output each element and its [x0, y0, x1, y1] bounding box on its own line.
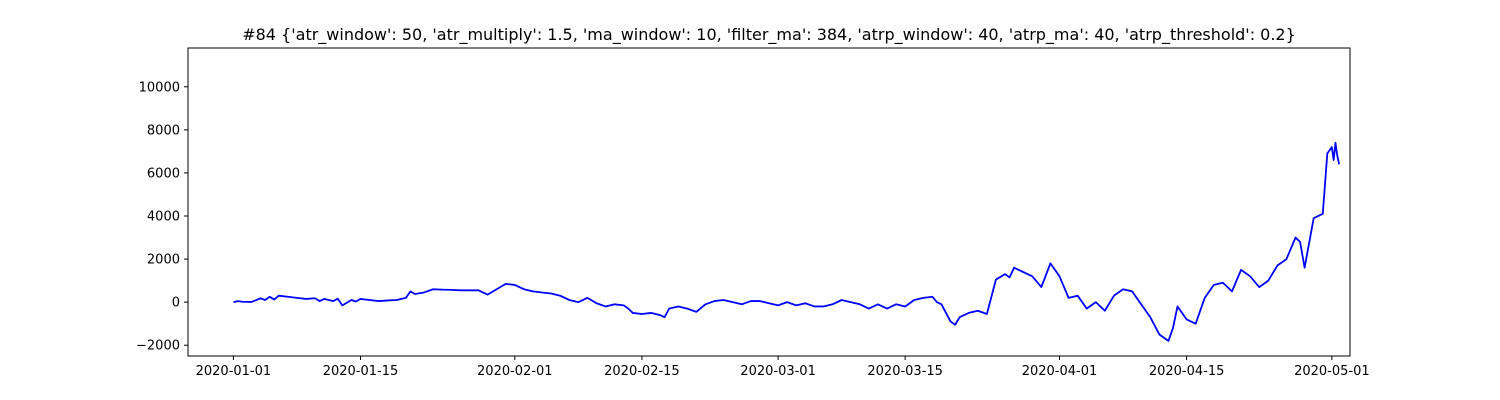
series-line: [233, 141, 1340, 342]
x-axis: 2020-01-01 2020-01-15 2020-02-01 2020-02-15…: [196, 356, 1370, 379]
x-tick-label: 2020-03-15: [867, 364, 943, 379]
x-tick-label: 2020-03-01: [740, 364, 816, 379]
x-tick-label: 2020-02-01: [477, 364, 553, 379]
x-tick-label: 2020-01-15: [323, 364, 399, 379]
y-tick-label: 8000: [147, 123, 180, 138]
y-tick-label: 4000: [147, 210, 180, 225]
y-tick-label: 2000: [147, 253, 180, 268]
x-tick-label: 2020-02-15: [604, 364, 680, 379]
axes-frame: [187, 47, 1351, 357]
y-axis: −2000 0 2000 4000 6000 8000 10000: [136, 80, 188, 354]
x-tick-label: 2020-01-01: [196, 364, 272, 379]
y-tick-label: 6000: [147, 166, 180, 181]
chart-title: #84 {'atr_window': 50, 'atr_multiply': 1…: [242, 25, 1296, 45]
plot-area: [233, 141, 1340, 342]
x-tick-label: 2020-04-01: [1022, 364, 1098, 379]
y-tick-label: 10000: [139, 80, 180, 95]
y-tick-label: −2000: [136, 339, 180, 354]
x-tick-label: 2020-05-01: [1294, 364, 1370, 379]
y-tick-label: 0: [172, 296, 180, 311]
x-tick-label: 2020-04-15: [1149, 364, 1225, 379]
